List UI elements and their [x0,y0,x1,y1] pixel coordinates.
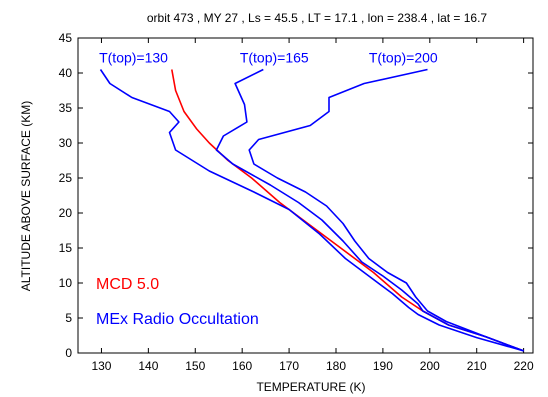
y-tick-label: 45 [59,31,73,45]
annotation-label-2: T(top)=200 [369,50,438,66]
series-line-1 [99,69,524,352]
legend-item-mcd: MCD 5.0 [96,276,159,293]
y-tick-label: 25 [59,171,73,185]
ticks-group: 130 140 150 160 170 180 190 200 210 220 0 5 10 15 20 25… [59,31,534,373]
y-tick-label: 20 [59,206,73,220]
legend-item-mex: MEx Radio Occultation [96,311,259,328]
y-tick-label: 35 [59,101,73,115]
y-axis-label: ALTITUDE ABOVE SURFACE (KM) [19,101,33,291]
x-tick-label: 220 [514,359,534,373]
plot-frame [77,37,534,354]
annotations-group: T(top)=130 T(top)=165 T(top)=200 [99,50,438,66]
annotation-label-1: T(top)=165 [240,50,309,66]
y-tick-label: 30 [59,136,73,150]
series-line-2 [215,68,524,352]
series-line-3 [248,68,524,352]
y-tick-label: 10 [59,276,73,290]
series-group [99,68,524,352]
y-tick-label: 40 [59,66,73,80]
x-tick-label: 210 [467,359,487,373]
annotation-label-0: T(top)=130 [99,50,168,66]
x-tick-label: 160 [232,359,252,373]
x-tick-label: 170 [279,359,299,373]
y-tick-label: 5 [65,311,72,325]
x-tick-label: 190 [373,359,393,373]
x-tick-label: 180 [326,359,346,373]
x-tick-label: 140 [138,359,158,373]
y-tick-label: 15 [59,241,73,255]
x-axis-label: TEMPERATURE (K) [256,380,365,394]
x-tick-label: 150 [185,359,205,373]
x-tick-label: 130 [91,359,111,373]
x-tick-label: 200 [420,359,440,373]
chart-title: orbit 473 , MY 27 , Ls = 45.5 , LT = 17.… [147,11,488,25]
series-line-0 [171,69,524,352]
y-tick-label: 0 [65,346,72,360]
